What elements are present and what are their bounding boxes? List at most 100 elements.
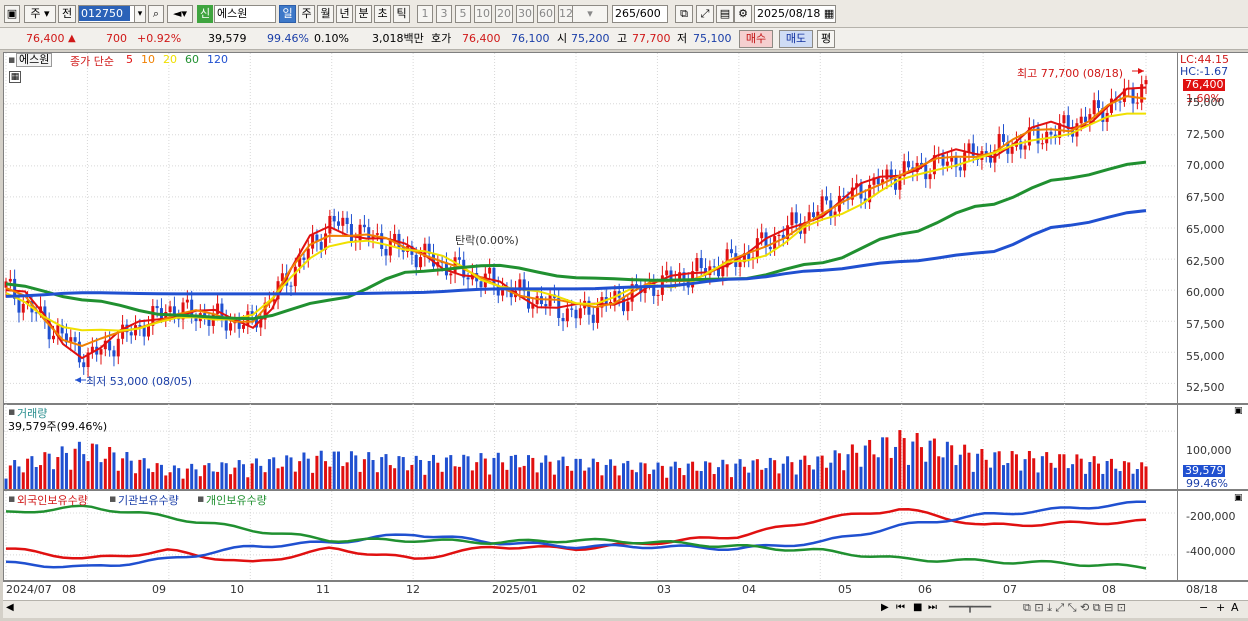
sell-button[interactable]: 매도: [779, 30, 813, 48]
x-axis-label: 07: [1003, 583, 1017, 596]
volume-bar: [1002, 465, 1005, 489]
volume-bar: [794, 474, 798, 489]
interval-tab[interactable]: 월: [317, 5, 334, 23]
volume-max-icon[interactable]: ▣: [1234, 406, 1243, 416]
interval-tab[interactable]: 틱: [393, 5, 410, 23]
period-select-a[interactable]: 주 ▾: [24, 5, 56, 23]
layout-icon[interactable]: ▣: [4, 5, 20, 23]
zoom-slider[interactable]: ━━━┳━━━: [949, 602, 992, 613]
tool-icons[interactable]: ⧉ ⊡ ⤓ ⤢ ⤡ ⟲ ⧉ ⊟ ⊡: [1023, 601, 1127, 614]
volume-bar: [401, 457, 405, 489]
step-dropdown[interactable]: ▾: [572, 5, 608, 23]
candle-body: [950, 156, 954, 162]
eval-button[interactable]: 평: [817, 30, 835, 48]
volume-close-icon[interactable]: ▪: [8, 405, 16, 418]
stock-code-input[interactable]: 012750: [79, 6, 130, 21]
price-y-label: 72,500: [1186, 127, 1225, 141]
interval-tab[interactable]: 일: [279, 5, 296, 23]
volume-bar: [954, 465, 958, 489]
volume-bar: [812, 469, 815, 489]
holding-panel[interactable]: [3, 490, 1178, 581]
volume-bar: [514, 454, 518, 489]
scroll-right-icon[interactable]: ▶: [881, 602, 889, 613]
holding-max-icon[interactable]: ▣: [1234, 493, 1243, 503]
minute-step-button[interactable]: 60: [537, 5, 555, 23]
candle-body: [531, 304, 535, 309]
draw-icon[interactable]: ⤢: [696, 5, 714, 23]
calendar-icon[interactable]: ▦: [823, 7, 835, 20]
candle-body: [989, 154, 993, 163]
volume-bar: [777, 473, 781, 489]
volume-bar: [639, 462, 643, 489]
candle-body: [941, 154, 945, 166]
volume-bar: [755, 459, 759, 489]
stop-icon[interactable]: ■: [913, 602, 923, 613]
candle-body: [695, 258, 699, 272]
candle-body: [393, 233, 397, 241]
zoom-in-icon[interactable]: +: [1216, 601, 1226, 614]
scroll-left-icon[interactable]: ◀: [6, 602, 14, 613]
zoom-out-icon[interactable]: −: [1199, 601, 1209, 614]
legend-stock-name[interactable]: 에스원: [16, 53, 53, 67]
interval-tab[interactable]: 분: [355, 5, 372, 23]
candle-body: [419, 257, 423, 268]
prev-button[interactable]: 전: [58, 5, 76, 23]
candle-icon[interactable]: ⧉: [675, 5, 693, 23]
volume-bar: [216, 471, 220, 489]
grid-toggle-icon[interactable]: ▦: [9, 71, 21, 83]
font-size-icon[interactable]: A: [1231, 601, 1239, 614]
stock-name-field[interactable]: 에스원: [214, 5, 276, 23]
sound-icon[interactable]: ◄▾: [167, 5, 193, 23]
volume-bar: [30, 456, 34, 489]
candle-body: [185, 299, 189, 303]
candle-body: [147, 325, 150, 337]
volume-bar: [1014, 454, 1018, 489]
panel-close-icon[interactable]: ▪: [8, 53, 16, 66]
candle-body: [207, 318, 211, 326]
interval-tab[interactable]: 년: [336, 5, 353, 23]
forward-icon[interactable]: ⏭: [928, 602, 937, 613]
minute-step-button[interactable]: 5: [455, 5, 471, 23]
minute-step-button[interactable]: 10: [474, 5, 492, 23]
interval-tab[interactable]: 초: [374, 5, 391, 23]
count-field[interactable]: 265/600: [612, 5, 668, 23]
volume-bar: [267, 459, 271, 489]
candle-body: [872, 177, 876, 185]
volume-bar: [64, 452, 68, 489]
volume-bar: [423, 474, 427, 489]
minute-step-button[interactable]: 3: [436, 5, 452, 23]
volume-bar: [345, 462, 349, 489]
rewind-icon[interactable]: ⏮: [896, 602, 905, 613]
candle-body: [1131, 87, 1135, 104]
volume-bar: [302, 452, 306, 489]
volume-bar: [1071, 464, 1075, 489]
volume-bar: [475, 462, 479, 489]
candle-body: [43, 306, 47, 320]
volume-bar: [177, 468, 181, 489]
volume-bar: [846, 454, 850, 489]
minute-step-button[interactable]: 1: [417, 5, 433, 23]
interval-tab[interactable]: 주: [298, 5, 315, 23]
minute-step-button[interactable]: 30: [516, 5, 534, 23]
date-field[interactable]: 2025/08/18 ▦: [754, 5, 836, 23]
save-icon[interactable]: ▤: [716, 5, 734, 23]
buy-button[interactable]: 매수: [739, 30, 773, 48]
volume-bar: [311, 472, 315, 489]
volume-bar: [552, 474, 556, 489]
candle-body: [1092, 100, 1096, 115]
volume-bar: [932, 438, 936, 489]
volume-bar: [950, 445, 954, 489]
low-annotation: 최저 53,000 (08/05): [86, 375, 193, 388]
gear-icon[interactable]: ⚙: [734, 5, 752, 23]
volume-bar: [198, 476, 202, 489]
holding-close-icon[interactable]: ▪: [8, 492, 16, 505]
scroll-bar[interactable]: ◀ ▶ ⏮ ■ ⏭ ━━━┳━━━ ⧉ ⊡ ⤓ ⤢ ⤡ ⟲ ⧉ ⊟ ⊡ − + …: [3, 600, 1248, 618]
search-icon[interactable]: ⌕: [148, 5, 164, 23]
minute-step-button[interactable]: 20: [495, 5, 513, 23]
volume-bar: [958, 454, 962, 489]
code-dropdown-icon[interactable]: ▾: [134, 5, 146, 23]
x-axis-label: 2025/01: [492, 583, 538, 596]
volume-bar: [1045, 452, 1049, 489]
